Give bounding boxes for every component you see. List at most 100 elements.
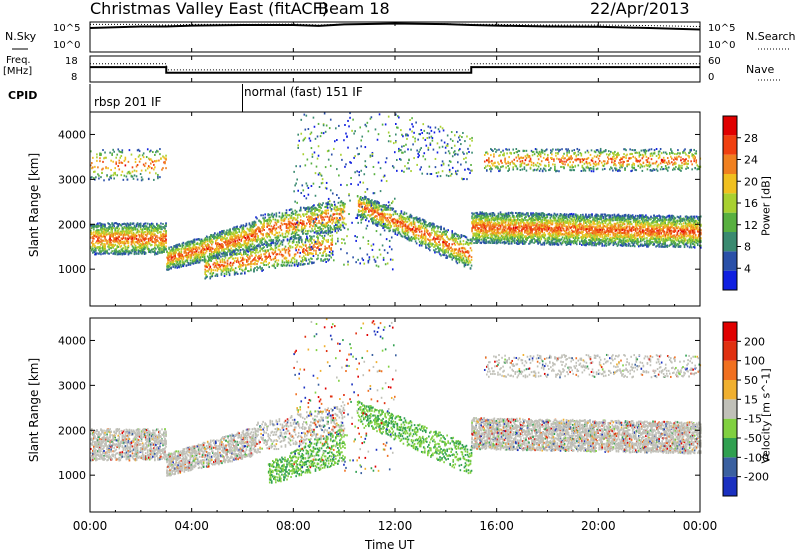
echo-cell bbox=[221, 260, 224, 263]
echo-cell bbox=[278, 215, 281, 218]
echo-cell bbox=[140, 232, 143, 235]
echo-cell bbox=[317, 237, 319, 240]
echo-cell bbox=[241, 248, 244, 251]
echo-cell bbox=[184, 248, 187, 251]
echo-cell bbox=[93, 251, 95, 254]
echo-cell bbox=[256, 249, 258, 252]
echo-cell bbox=[127, 227, 130, 230]
echo-cell bbox=[257, 260, 259, 263]
echo-cell bbox=[123, 240, 126, 243]
freq-label: Freq. bbox=[6, 55, 31, 66]
echo-cell bbox=[190, 256, 193, 259]
echo-cell bbox=[471, 230, 473, 233]
echo-cell bbox=[291, 231, 294, 234]
echo-cell bbox=[445, 249, 447, 252]
echo-cell bbox=[180, 256, 183, 259]
echo-cell bbox=[130, 229, 133, 232]
echo-cell bbox=[90, 224, 92, 227]
echo-cell bbox=[433, 223, 435, 226]
echo-cell bbox=[91, 224, 93, 227]
echo-cell bbox=[204, 244, 207, 247]
echo-cell bbox=[182, 262, 185, 265]
echo-cell bbox=[310, 239, 312, 242]
echo-cell bbox=[163, 226, 165, 229]
echo-cell bbox=[109, 231, 111, 234]
echo-cell bbox=[122, 247, 125, 250]
echo-cell bbox=[212, 272, 215, 275]
echo-cell bbox=[387, 206, 389, 209]
echo-cell bbox=[279, 227, 282, 230]
echo-cell bbox=[297, 262, 300, 265]
echo-cell bbox=[126, 230, 129, 233]
echo-cell bbox=[104, 243, 106, 246]
echo-cell bbox=[137, 233, 140, 236]
echo-cell bbox=[343, 222, 346, 225]
echo-cell bbox=[277, 234, 280, 237]
echo-cell bbox=[163, 250, 165, 253]
echo-cell bbox=[198, 258, 201, 261]
echo-cell bbox=[143, 246, 146, 249]
echo-cell bbox=[182, 244, 185, 247]
echo-cell bbox=[210, 251, 213, 254]
echo-cell bbox=[91, 233, 93, 236]
echo-cell bbox=[153, 224, 155, 227]
echo-cell bbox=[142, 249, 145, 252]
echo-cell bbox=[424, 237, 427, 240]
echo-cell bbox=[112, 233, 114, 236]
echo-cell bbox=[311, 235, 313, 238]
freq-unit-label: [MHz] bbox=[3, 66, 33, 77]
echo-cell bbox=[172, 249, 174, 252]
echo-cell bbox=[125, 230, 128, 233]
echo-cell bbox=[126, 233, 129, 236]
echo-cell bbox=[272, 216, 275, 219]
echo-cell bbox=[459, 250, 462, 253]
echo-cell bbox=[98, 242, 100, 245]
echo-cell bbox=[499, 211, 502, 214]
echo-cell bbox=[392, 207, 395, 210]
echo-cell bbox=[209, 253, 212, 256]
echo-cell bbox=[298, 255, 301, 258]
echo-cell bbox=[107, 222, 109, 225]
echo-cell bbox=[104, 223, 106, 226]
echo-cell bbox=[102, 227, 104, 230]
echo-cell bbox=[217, 268, 220, 271]
echo-cell bbox=[106, 241, 108, 244]
echo-cell bbox=[101, 223, 103, 226]
echo-cell bbox=[201, 250, 204, 253]
echo-cell bbox=[132, 233, 135, 236]
echo-cell bbox=[111, 234, 113, 237]
echo-cell bbox=[141, 228, 144, 231]
echo-cell bbox=[146, 242, 149, 245]
echo-cell bbox=[120, 240, 123, 243]
echo-cell bbox=[229, 269, 232, 272]
echo-cell bbox=[130, 252, 133, 255]
echo-cell bbox=[142, 231, 145, 234]
echo-cell bbox=[248, 222, 251, 225]
echo-cell bbox=[264, 216, 266, 219]
echo-cell bbox=[164, 248, 166, 251]
echo-cell bbox=[474, 227, 476, 230]
echo-cell bbox=[312, 252, 314, 255]
echo-cell bbox=[180, 252, 183, 255]
echo-cell bbox=[222, 251, 225, 254]
chart-title: Christmas Valley East (fitACF) bbox=[90, 0, 329, 18]
echo-cell bbox=[209, 272, 212, 275]
echo-cell bbox=[138, 247, 141, 250]
echo-cell bbox=[208, 246, 211, 249]
echo-cell bbox=[212, 247, 214, 250]
echo-cell bbox=[206, 247, 209, 250]
echo-cell bbox=[234, 257, 237, 260]
echo-cell bbox=[291, 219, 294, 222]
echo-cell bbox=[132, 222, 135, 225]
echo-cell bbox=[319, 242, 321, 245]
echo-cell bbox=[247, 250, 250, 253]
echo-cell bbox=[133, 227, 136, 230]
echo-cell bbox=[262, 269, 264, 272]
echo-cell bbox=[222, 244, 224, 247]
echo-cell bbox=[180, 250, 183, 253]
echo-cell bbox=[144, 225, 147, 228]
echo-cell bbox=[418, 240, 421, 243]
echo-cell bbox=[138, 240, 141, 243]
echo-cell bbox=[164, 235, 166, 238]
echo-cell bbox=[415, 236, 418, 239]
